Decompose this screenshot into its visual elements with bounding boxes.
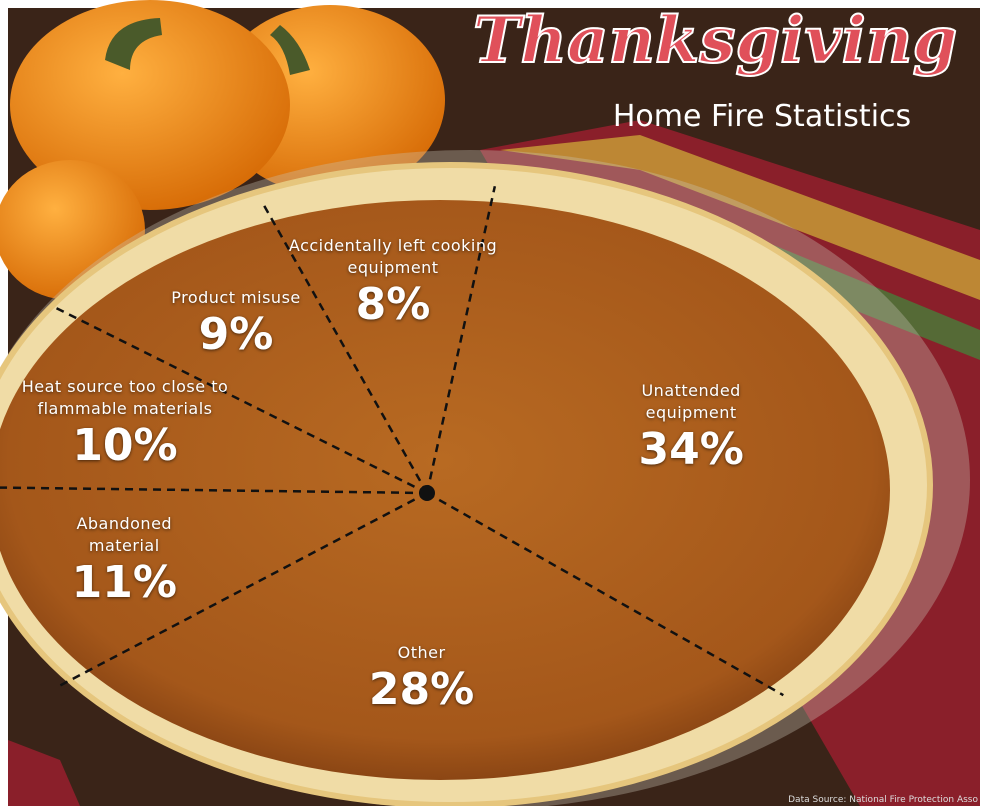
slice-label: Abandoned material 11% (39, 513, 209, 609)
slice-name: Unattended equipment (641, 380, 741, 422)
slice-value-label: 11% (71, 556, 177, 608)
slice-name: Accidentally left cooking equipment (288, 236, 498, 278)
pumpkins (0, 0, 445, 300)
slice-value-label: 9% (198, 308, 274, 360)
slice-divider (425, 185, 497, 494)
pie-filling (0, 200, 890, 780)
slice-divider (426, 491, 784, 697)
slice-value-label: 28% (368, 663, 475, 715)
slice-value-label: 8% (355, 279, 431, 331)
slice-label: Heat source too close to flammable mater… (0, 376, 250, 472)
source-note: Data Source: National Fire Protection As… (788, 795, 978, 805)
slice-label: Accidentally left cooking equipment 8% (268, 235, 518, 331)
slice-name: Abandoned material (76, 513, 173, 555)
pie-center (419, 485, 435, 501)
chart-title: Thanksgiving (473, 3, 957, 78)
slice-label: Product misuse 9% (151, 287, 321, 361)
slice-name: Other (397, 642, 446, 662)
slice-value-label: 34% (638, 423, 744, 475)
slice-name: Heat source too close to flammable mater… (21, 377, 229, 419)
slice-label: Unattended equipment 34% (606, 380, 776, 476)
slice-name: Product misuse (171, 287, 301, 307)
slice-value-label: 10% (72, 420, 178, 472)
slice-label: Other 28% (337, 642, 507, 716)
chart-subtitle: Home Fire Statistics (613, 99, 911, 134)
